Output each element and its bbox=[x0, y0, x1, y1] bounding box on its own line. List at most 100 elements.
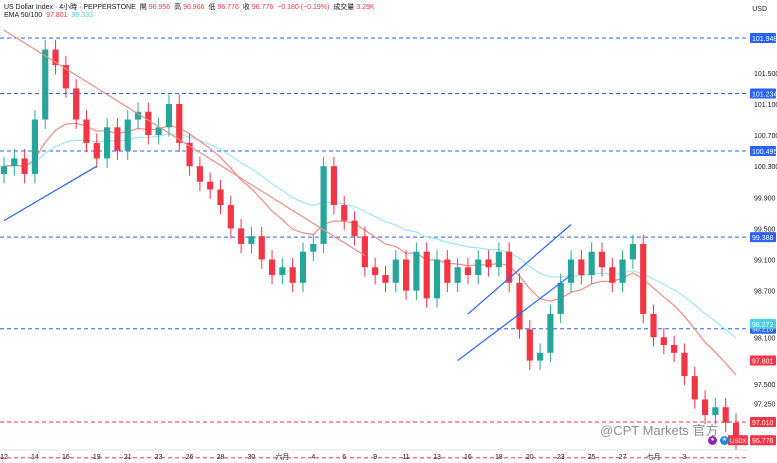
candle-body bbox=[691, 376, 698, 400]
candle-body bbox=[207, 181, 214, 190]
level-tag-bg bbox=[750, 33, 776, 44]
level-tag-label: 97.010 bbox=[752, 420, 774, 427]
candle-body bbox=[567, 259, 575, 283]
candle-body bbox=[526, 329, 533, 361]
x-tick-label: 30 bbox=[248, 454, 256, 461]
candle-body bbox=[217, 189, 224, 206]
candle-body bbox=[537, 352, 544, 361]
ema100-value: 98.333 bbox=[71, 12, 93, 19]
candle-body bbox=[485, 259, 492, 268]
trendline-down bbox=[3, 29, 366, 257]
candle-body bbox=[93, 142, 100, 159]
level-tag-label: 98.210 bbox=[752, 327, 774, 334]
candle-body bbox=[660, 337, 667, 346]
y-tick-label: 97.250 bbox=[754, 401, 776, 408]
y-tick-label: 97.500 bbox=[754, 382, 776, 389]
candle-body bbox=[701, 399, 709, 416]
candle-body bbox=[598, 251, 606, 268]
candle-body bbox=[557, 282, 564, 314]
candle-body bbox=[279, 267, 286, 276]
candle-body bbox=[444, 259, 451, 283]
us-flag-icon[interactable]: ★ bbox=[720, 436, 729, 445]
candle-body bbox=[423, 251, 430, 299]
candle-body bbox=[722, 407, 729, 423]
trendline-up bbox=[3, 165, 98, 222]
price-tag-bg bbox=[750, 435, 776, 446]
candle-body bbox=[155, 127, 162, 136]
low-label: 低 bbox=[208, 4, 216, 11]
y-tick-label: 99.100 bbox=[754, 257, 776, 264]
y-tick-label: 98.100 bbox=[754, 335, 776, 342]
x-tick-label: 19 bbox=[93, 454, 101, 461]
candle-body bbox=[495, 251, 502, 268]
candle-body bbox=[330, 166, 338, 206]
candle-body bbox=[248, 236, 255, 244]
candle-body bbox=[671, 345, 678, 353]
price-tag-label: 96.776 bbox=[752, 438, 774, 445]
price-tag-prefix-bg bbox=[728, 435, 748, 446]
candle-body bbox=[124, 119, 131, 151]
candle-body bbox=[402, 259, 410, 291]
candle-body bbox=[145, 111, 152, 136]
high-label: 高 bbox=[174, 4, 182, 11]
candle-body bbox=[475, 259, 482, 276]
x-tick-label: 27 bbox=[619, 454, 627, 461]
price-tag-bg bbox=[750, 318, 776, 329]
candle-body bbox=[454, 267, 461, 283]
price-tag-label: 97.801 bbox=[752, 359, 774, 366]
candle-body bbox=[196, 166, 203, 182]
candle-body bbox=[464, 267, 472, 276]
change-value: −0.180 (−0.19%) bbox=[277, 4, 330, 11]
candle-body bbox=[310, 243, 317, 252]
candle-body bbox=[351, 220, 358, 237]
watermark: @CPT Markets 官方 bbox=[600, 423, 719, 438]
x-tick-label: 16 bbox=[464, 454, 472, 461]
volume-value: 3.29K bbox=[356, 4, 375, 11]
candle-body bbox=[165, 103, 173, 128]
price-tag-bg bbox=[750, 355, 776, 366]
candle-body bbox=[289, 267, 296, 283]
x-tick-label: 23 bbox=[155, 454, 163, 461]
level-tag-bg bbox=[750, 417, 776, 428]
x-tick-label: 4 bbox=[311, 454, 315, 461]
price-tag-prefix: USDX bbox=[730, 439, 747, 445]
level-tag-label: 100.495 bbox=[752, 149, 777, 156]
x-tick-label: 12 bbox=[0, 454, 8, 461]
candle-body bbox=[609, 267, 616, 283]
candle-body bbox=[186, 142, 193, 167]
candle-body bbox=[619, 259, 626, 283]
candle-body bbox=[83, 119, 90, 143]
close-value: 96.776 bbox=[251, 4, 274, 11]
ema50-value: 97.801 bbox=[46, 12, 68, 19]
level-tag-label: 101.234 bbox=[752, 92, 777, 99]
chart-header-line2: EMA 50/100 97.801 98.333 bbox=[4, 12, 95, 19]
y-tick-label: 101.100 bbox=[754, 102, 777, 109]
x-tick-label: 3 bbox=[682, 454, 686, 461]
x-tick-label: 20 bbox=[526, 454, 534, 461]
candle-body bbox=[413, 251, 420, 291]
trendline-up bbox=[467, 224, 572, 315]
close-label: 收 bbox=[242, 4, 250, 11]
level-tag-bg bbox=[750, 146, 776, 157]
y-axis-panel bbox=[748, 0, 777, 463]
x-tick-label: 六月 bbox=[275, 452, 289, 461]
event-flag-icon[interactable]: ● bbox=[708, 436, 717, 445]
candle-body bbox=[392, 259, 399, 283]
candle-body bbox=[227, 205, 234, 229]
candle-body bbox=[629, 243, 636, 260]
candle-body bbox=[11, 158, 18, 167]
chart-header-line1: US Dollar Index · 4小時 · PEPPERSTONE 開 96.… bbox=[4, 2, 377, 12]
candle-body bbox=[176, 103, 183, 143]
ema50-line bbox=[3, 122, 737, 376]
ema-label: EMA 50/100 bbox=[4, 12, 43, 19]
candle-body bbox=[114, 127, 121, 151]
candle-body bbox=[361, 236, 368, 268]
level-tag-bg bbox=[750, 232, 776, 243]
price-tag-label: 98.272 bbox=[752, 322, 774, 329]
candle-body bbox=[73, 88, 80, 120]
y-tick-label: 99.900 bbox=[754, 195, 776, 202]
candle-body bbox=[732, 422, 740, 440]
y-tick-label: 100.300 bbox=[754, 164, 777, 171]
x-tick-label: 9 bbox=[373, 454, 377, 461]
